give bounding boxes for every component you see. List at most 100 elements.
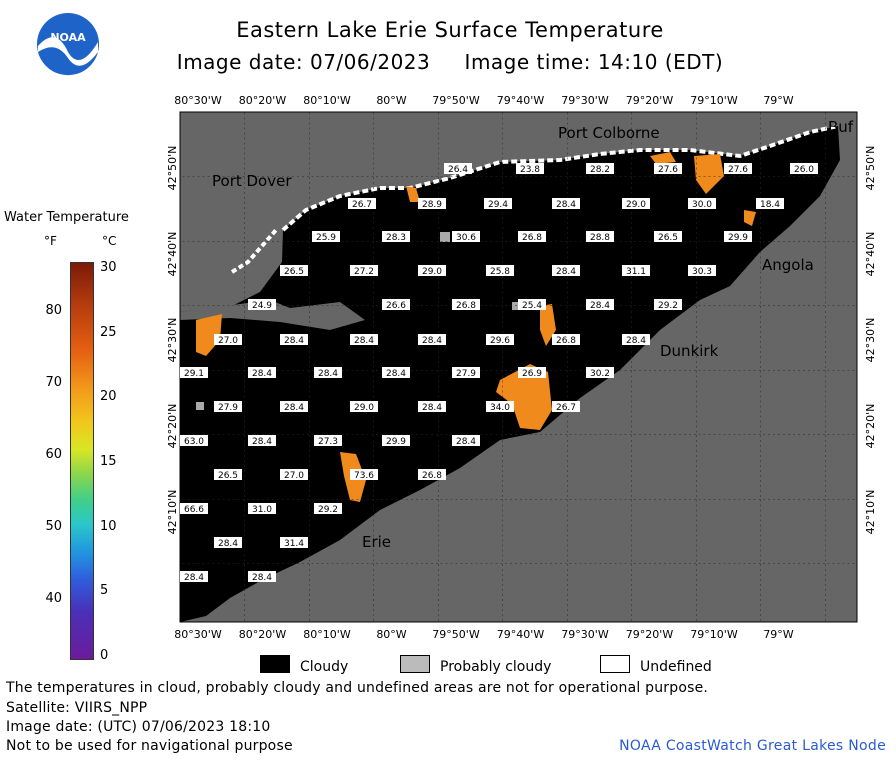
temp-label: 26.4 [448,165,468,175]
temp-label: 26.7 [556,403,576,413]
temp-label: 25.9 [316,233,336,243]
latitude-label: 42°10'N [864,490,877,535]
temp-label: 30.6 [456,233,476,243]
temp-label: 26.8 [456,301,476,311]
temp-label-bg [382,231,410,242]
fahrenheit-tick: 50 [45,518,62,534]
utc-date: Image date: (UTC) 07/06/2023 18:10 [6,719,271,735]
latitude-labels-left: 42°50'N 42°40'N 42°30'N 42°20'N 42°10'N [166,146,179,535]
temp-label: 27.0 [284,471,304,481]
temp-label-bg [248,571,276,582]
temp-label: 28.4 [318,369,338,379]
place-label: Dunkirk [660,342,719,360]
temp-label: 28.4 [284,336,304,346]
latitude-label: 42°50'N [864,146,877,191]
temp-label-bg [452,231,480,242]
temp-label: 24.9 [252,301,272,311]
legend-undefined-swatch [600,655,630,673]
longitude-label: 79°W [763,628,793,641]
temp-label-bg [418,334,446,345]
latitude-label: 42°20'N [864,404,877,449]
colorbar-label: Water Temperature [4,210,129,225]
satellite-info: Satellite: VIIRS_NPP [6,700,148,716]
longitude-label: 79°20'W [626,628,674,641]
legend-cloudy-swatch [260,655,290,673]
temp-label: 28.4 [252,369,272,379]
place-label: Erie [362,533,391,551]
map-title: Eastern Lake Erie Surface Temperature [236,18,664,42]
legend-probably-cloudy-swatch [400,655,430,673]
temp-label: 28.4 [386,369,406,379]
longitude-label: 79°50'W [432,94,480,107]
temp-label-bg [180,435,208,446]
temp-label: 26.7 [352,200,372,210]
temp-label-bg [248,503,276,514]
temp-label: 25.4 [522,301,542,311]
longitude-label: 80°20'W [239,94,287,107]
temp-label: 26.8 [522,233,542,243]
temp-label: 31.0 [252,505,272,515]
temp-label: 25.8 [490,267,510,277]
temp-label: 29.9 [728,233,748,243]
temp-label: 28.2 [590,165,610,175]
temp-label: 29.2 [318,505,338,515]
temp-label-bg [552,198,580,209]
temp-label-bg [516,163,544,174]
temp-label-bg [688,198,716,209]
temp-label-bg [214,401,242,412]
temp-label: 27.2 [354,267,374,277]
temp-label: 29.9 [386,437,406,447]
temp-label-bg [418,469,446,480]
longitude-label: 80°10'W [303,628,351,641]
temp-label-bg [586,367,614,378]
latitude-label: 42°40'N [166,232,179,277]
temp-label: 26.5 [218,471,238,481]
temp-label: 28.8 [590,233,610,243]
temp-label: 28.4 [556,267,576,277]
latitude-label: 42°50'N [166,146,179,191]
longitude-label: 80°W [376,628,406,641]
credit-link[interactable]: NOAA CoastWatch Great Lakes Node [619,738,886,754]
temp-label-bg [180,367,208,378]
temp-label-bg [518,367,546,378]
temp-label-bg [486,334,514,345]
temp-label-bg [350,334,378,345]
legend-cloudy-label: Cloudy [300,659,349,675]
longitude-labels-bottom: 80°30'W 80°20'W 80°10'W 80°W 79°50'W 79°40'W 7… [174,628,794,641]
unit-celsius: °C [102,234,117,248]
celsius-tick: 5 [100,583,109,599]
temp-label-bg [418,198,446,209]
temp-label: 26.9 [522,369,542,379]
temp-label: 31.4 [284,539,304,549]
longitude-label: 79°10'W [690,94,738,107]
temp-label: 63.0 [184,437,204,447]
latitude-label: 42°40'N [864,232,877,277]
temp-label-bg [382,435,410,446]
temp-label: 26.5 [658,233,678,243]
temp-label-bg [486,265,514,276]
temp-label-bg [484,198,512,209]
fahrenheit-tick: 70 [45,374,62,390]
celsius-tick: 30 [100,260,117,275]
celsius-tick: 10 [100,518,117,534]
temp-label: 29.0 [354,403,374,413]
celsius-tick: 0 [100,648,109,663]
celsius-tick: 15 [100,454,117,469]
longitude-labels-top: 80°30'W 80°20'W 80°10'W 80°W 79°50'W 79°40'W 7… [174,94,794,107]
temp-label: 28.4 [456,437,476,447]
temp-label-bg [444,163,472,174]
navigation-warning: Not to be used for navigational purpose [6,738,293,754]
temp-label: 29.2 [658,301,678,311]
longitude-label: 80°30'W [174,628,222,641]
fahrenheit-tick: 40 [45,590,62,606]
temp-label-bg [586,299,614,310]
image-date-time: Image date: 07/06/2023 Image time: 14:10… [176,50,724,74]
temp-label: 27.9 [456,369,476,379]
temp-label-bg [552,265,580,276]
temp-label: 26.8 [556,336,576,346]
temp-label-bg [180,571,208,582]
temp-label-bg [280,401,308,412]
place-label: Angola [762,256,814,274]
longitude-label: 79°W [763,94,793,107]
